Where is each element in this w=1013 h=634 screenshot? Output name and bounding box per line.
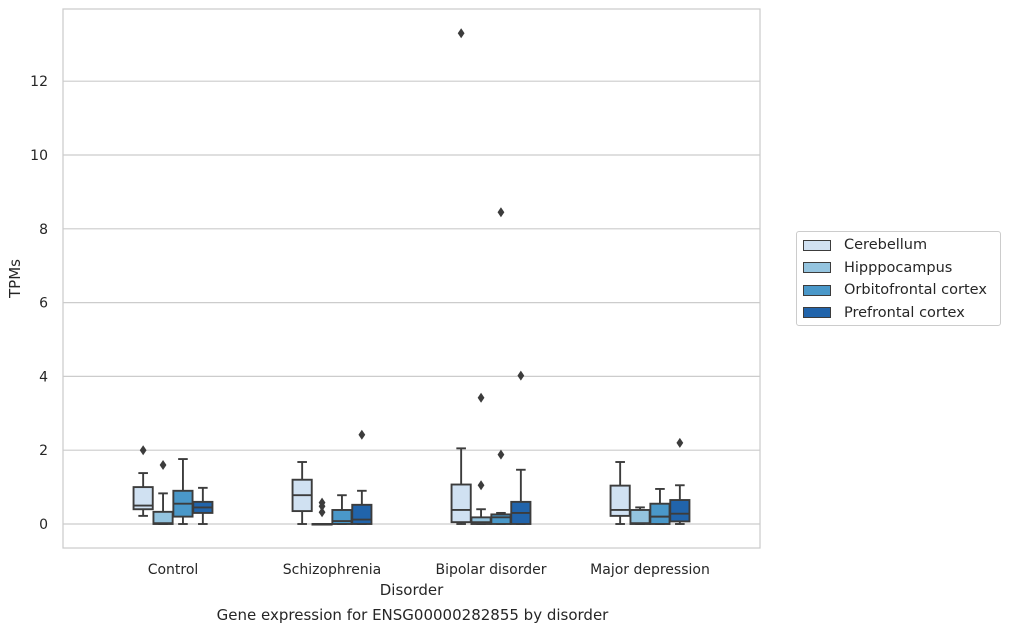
outlier-point [358,429,366,440]
box-body [152,510,174,525]
legend-item-2: Orbitofrontal cortex [803,280,987,300]
legend-swatch [803,307,831,318]
legend-label: Prefrontal cortex [844,304,965,321]
outlier-point [477,480,485,491]
box-1-2 [470,392,492,525]
outlier-point [517,370,525,381]
y-axis-label: TPMs [6,259,24,299]
box-body [609,484,631,517]
box-0-1 [291,461,313,525]
legend-swatch [803,284,831,296]
legend-label: Hipppocampus [844,259,953,276]
y-tick-label-2: 2 [39,443,48,459]
outlier-point [139,445,147,456]
box-0-0 [132,445,154,517]
outlier-point [318,497,326,508]
y-tick-label-10: 10 [30,148,48,164]
box-3-0 [192,486,214,525]
legend: Cerebellum Hipppocampus Orbitofrontal cort… [796,231,1001,326]
box-2-1 [331,494,353,525]
y-tick-label-0: 0 [39,517,48,533]
outlier-point [497,449,505,460]
box-body [490,513,512,525]
box-body [351,503,373,525]
x-tick-label-2: Bipolar disorder [435,562,546,578]
y-tick-label-4: 4 [39,369,48,385]
x-tick-label-3: Major depression [590,562,710,578]
legend-swatch [803,262,831,273]
outlier-point [318,507,326,518]
x-tick-label-0: Control [148,562,199,578]
outlier-point [497,207,505,218]
box-1-1 [311,497,333,526]
box-body [450,483,472,524]
box-body [629,509,651,525]
box-3-2 [510,370,532,525]
box-body [649,502,671,525]
box-body [669,499,691,523]
box-1-0 [152,459,174,525]
box-0-3 [609,461,631,525]
gridlines [63,80,760,525]
legend-item-0: Cerebellum [803,235,927,255]
outlier-point [477,392,485,403]
chart-caption: Gene expression for ENSG00000282855 by d… [216,606,609,624]
y-tick-label-6: 6 [39,296,48,312]
legend-label: Orbitofrontal cortex [844,282,987,298]
outlier-point [457,28,465,39]
y-tick-label-8: 8 [39,222,48,238]
outlier-point [159,459,167,470]
box-3-3 [669,437,691,525]
x-tick-label-1: Schizophrenia [283,562,381,578]
plot-frame [62,8,761,549]
legend-item-1: Hipppocampus [803,258,952,278]
outlier-point [676,437,684,448]
legend-item-3: Prefrontal cortex [803,303,965,323]
box-1-3 [629,506,651,525]
box-2-0 [172,458,194,525]
box-0-2 [450,28,472,525]
tick-labels: 0 2 4 6 8 10 12 Control Schizophrenia Bipolar dis… [30,74,710,578]
box-body [132,486,154,511]
box-2-2 [490,207,512,525]
legend-swatch [803,239,831,251]
y-tick-label-12: 12 [30,74,48,90]
legend-label: Cerebellum [844,237,928,253]
box-series [132,28,691,526]
box-3-1 [351,429,373,525]
box-2-3 [649,487,671,525]
x-axis-label: Disorder [380,581,444,599]
